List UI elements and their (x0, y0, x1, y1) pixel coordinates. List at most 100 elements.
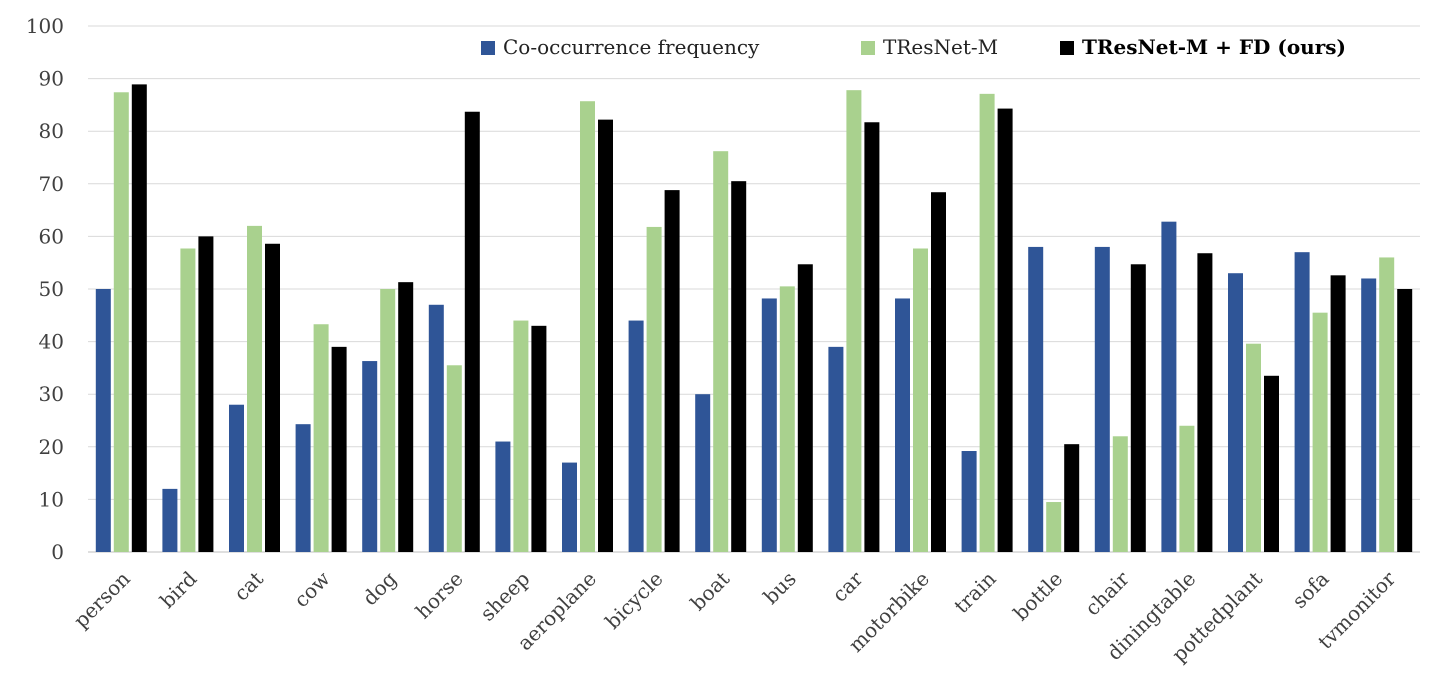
x-tick-label-bus: bus (758, 567, 800, 609)
legend-label-2: TResNet-M + FD (ours) (1082, 35, 1346, 59)
bar-motorbike-series-0 (895, 298, 910, 552)
y-tick-label: 90 (39, 67, 64, 91)
legend-label-1: TResNet-M (883, 35, 998, 59)
bars-layer (95, 84, 1413, 553)
bar-tvmonitor-series-0 (1361, 278, 1377, 552)
y-tick-label: 20 (39, 435, 64, 459)
bar-dog-series-0 (362, 361, 378, 552)
bar-motorbike-series-2 (931, 192, 946, 552)
y-tick-label: 100 (26, 14, 64, 38)
bar-bicycle-series-2 (664, 190, 680, 552)
x-tick-label-cow: cow (289, 567, 335, 613)
bar-chair-series-2 (1130, 264, 1146, 552)
bar-person-series-1 (113, 92, 129, 552)
bar-bottle-series-1 (1046, 502, 1062, 552)
x-tick-label-bird: bird (155, 566, 201, 612)
bar-dog-series-1 (380, 289, 396, 552)
bar-pottedplant-series-0 (1228, 273, 1243, 552)
bar-tvmonitor-series-2 (1397, 289, 1413, 552)
bar-person-series-0 (95, 289, 111, 552)
bar-tvmonitor-series-1 (1379, 257, 1395, 552)
y-tick-label: 70 (39, 172, 64, 196)
y-tick-label: 80 (39, 119, 64, 143)
y-tick-label: 0 (51, 540, 64, 564)
bar-bird-series-0 (162, 488, 178, 552)
bar-pottedplant-series-2 (1264, 375, 1279, 552)
bar-sheep-series-2 (531, 325, 547, 552)
bar-sofa-series-2 (1330, 275, 1346, 552)
bar-bottle-series-2 (1064, 444, 1080, 552)
bar-sheep-series-0 (495, 441, 511, 552)
bar-train-series-1 (979, 93, 995, 552)
bar-bird-series-1 (180, 248, 196, 553)
x-tick-label-bottle: bottle (1008, 567, 1067, 626)
series-1 (113, 90, 1395, 553)
bar-boat-series-0 (695, 394, 711, 552)
bar-boat-series-1 (713, 151, 729, 553)
bar-horse-series-0 (428, 304, 444, 552)
bar-bicycle-series-0 (628, 320, 644, 552)
x-tick-label-dog: dog (358, 566, 402, 610)
bar-cat-series-0 (229, 404, 244, 552)
bar-train-series-0 (961, 451, 977, 552)
bar-cow-series-0 (295, 424, 311, 552)
legend-swatch-0 (481, 41, 495, 55)
bar-sheep-series-1 (513, 320, 529, 552)
legend: Co-occurrence frequency TResNet-M TResNet-… (481, 35, 1346, 59)
bar-aeroplane-series-2 (598, 119, 613, 553)
x-tick-label-horse: horse (411, 567, 468, 624)
bar-diningtable-series-1 (1179, 425, 1195, 552)
bar-horse-series-2 (464, 111, 480, 552)
y-tick-label: 40 (39, 330, 64, 354)
bar-bus-series-1 (779, 286, 795, 552)
x-tick-label-sheep: sheep (475, 567, 534, 626)
bar-train-series-2 (997, 108, 1013, 552)
bar-motorbike-series-1 (913, 248, 928, 553)
bar-horse-series-1 (446, 365, 462, 552)
bar-car-series-0 (828, 346, 844, 552)
y-tick-label: 30 (39, 382, 64, 406)
y-tick-label: 10 (39, 487, 64, 511)
y-tick-label: 50 (39, 277, 64, 301)
bar-diningtable-series-2 (1197, 253, 1213, 552)
x-tick-label-car: car (827, 566, 867, 606)
y-tick-label: 60 (39, 224, 64, 248)
bar-pottedplant-series-1 (1246, 343, 1261, 552)
x-tick-label-train: train (949, 566, 1001, 618)
bar-bottle-series-0 (1028, 246, 1044, 553)
bar-chair-series-0 (1094, 246, 1110, 553)
bar-diningtable-series-0 (1161, 221, 1177, 552)
series-0 (95, 221, 1377, 553)
x-tick-label-cat: cat (229, 567, 268, 606)
bar-car-series-2 (864, 122, 880, 553)
bar-person-series-2 (131, 84, 147, 553)
legend-swatch-1 (861, 41, 875, 55)
legend-swatch-2 (1060, 41, 1074, 55)
bar-aeroplane-series-1 (580, 101, 595, 552)
grid-layer (88, 25, 1420, 553)
bar-cat-series-1 (247, 225, 262, 552)
bar-boat-series-2 (731, 181, 747, 553)
y-axis-ticks: 0 10 20 30 40 50 60 70 80 90 100 (26, 14, 64, 564)
bar-sofa-series-0 (1294, 252, 1310, 552)
x-tick-label-person: person (69, 566, 135, 632)
bar-bird-series-2 (198, 236, 214, 552)
bar-bicycle-series-1 (646, 226, 662, 552)
x-tick-label-bicycle: bicycle (600, 567, 667, 634)
bar-cat-series-2 (265, 243, 280, 552)
bar-bus-series-0 (761, 298, 777, 552)
x-tick-label-sofa: sofa (1287, 567, 1333, 613)
x-tick-label-chair: chair (1080, 566, 1134, 620)
bar-sofa-series-1 (1312, 312, 1328, 552)
bar-aeroplane-series-0 (562, 462, 577, 552)
bar-car-series-1 (846, 90, 862, 552)
bar-bus-series-2 (797, 264, 813, 552)
bar-cow-series-1 (313, 324, 329, 552)
series-2 (131, 84, 1413, 553)
bar-chair-series-1 (1112, 436, 1128, 552)
bar-cow-series-2 (331, 346, 347, 552)
bar-dog-series-2 (398, 282, 414, 552)
x-tick-label-boat: boat (686, 567, 735, 616)
